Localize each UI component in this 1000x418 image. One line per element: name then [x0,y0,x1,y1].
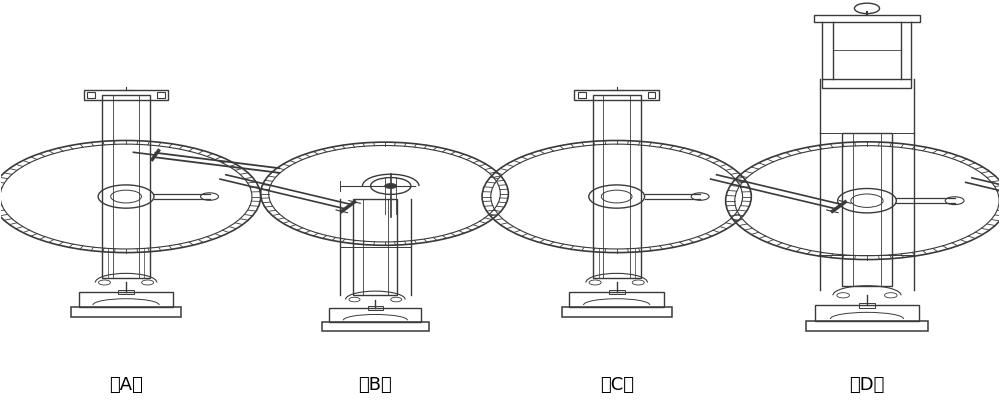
Bar [329,308,421,322]
Bar [609,290,625,294]
Bar [87,92,95,98]
Text: （D）: （D） [849,376,885,394]
Text: （B）: （B） [358,376,392,394]
Bar [102,95,150,278]
Bar [569,292,664,307]
Bar [353,199,397,295]
Bar [157,92,165,98]
Bar [593,95,641,278]
Bar [562,307,672,316]
Text: （A）: （A） [109,376,143,394]
Bar [368,306,383,310]
Bar [71,307,181,316]
Bar [574,89,659,100]
Bar [859,303,875,308]
Text: （C）: （C） [600,376,634,394]
Bar [814,15,920,22]
Bar [842,133,892,286]
Bar [322,322,429,331]
Circle shape [385,184,397,189]
Bar [815,305,919,321]
Bar [578,92,586,98]
Bar [118,290,134,294]
Bar [648,92,655,98]
Bar [84,89,168,100]
Bar [822,79,911,88]
Bar [79,292,173,307]
Bar [806,321,928,331]
